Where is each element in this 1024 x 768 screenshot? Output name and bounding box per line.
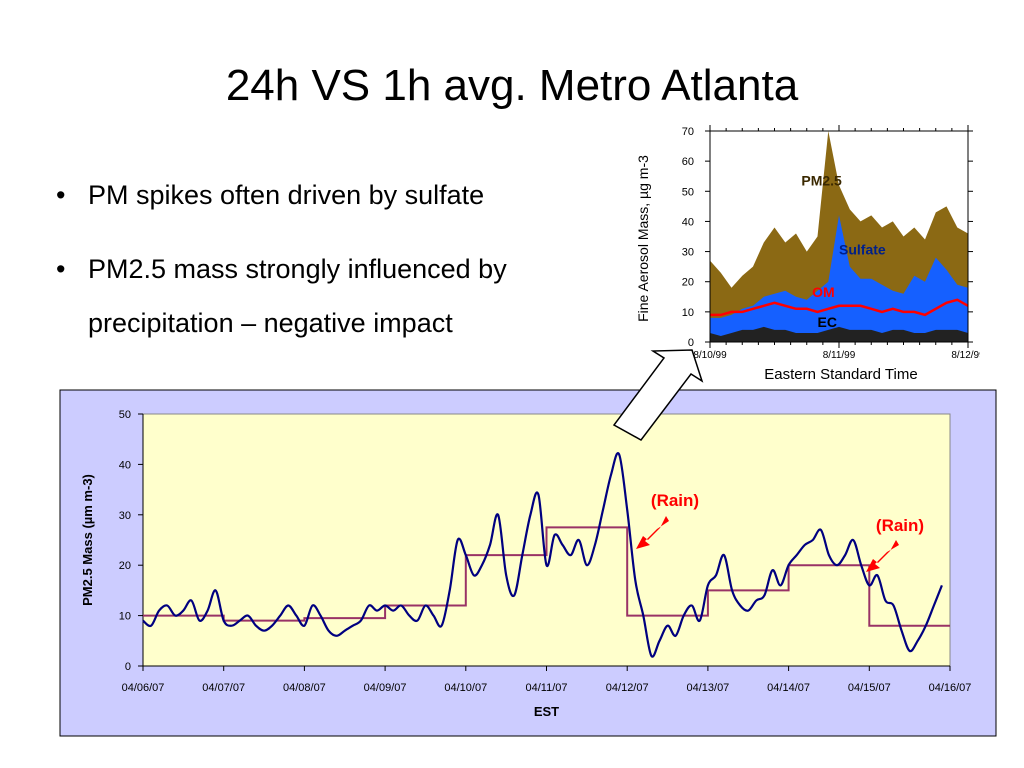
bullet-list: • PM spikes often driven by sulfate • PM…: [56, 168, 636, 370]
x-axis-title: EST: [534, 704, 559, 719]
rain-arrow-icon: [866, 540, 899, 572]
series-line-24h-avg: [143, 526, 950, 627]
y-tick-label: 0: [688, 337, 694, 349]
bullet-text: PM spikes often driven by sulfate: [88, 180, 485, 210]
y-tick-label: 70: [682, 126, 694, 138]
x-tick-label: 8/11/99: [823, 350, 856, 361]
y-tick-label: 50: [682, 186, 694, 198]
y-tick-label: 30: [682, 247, 694, 259]
series-line-1h-avg: [142, 451, 943, 658]
x-tick-label: 04/13/07: [686, 682, 729, 694]
y-tick-label: 60: [682, 156, 694, 168]
x-tick-label: 04/08/07: [283, 682, 326, 694]
x-tick-label: 8/10/99: [693, 350, 727, 361]
bullet-item: • PM2.5 mass strongly influenced by prec…: [56, 242, 636, 350]
x-tick-label: 04/16/07: [929, 682, 972, 694]
bullet-dot: •: [56, 180, 66, 210]
x-tick-label: 04/14/07: [767, 682, 810, 694]
x-tick-label: 04/09/07: [364, 682, 407, 694]
series-area-sulfate: [710, 215, 968, 342]
series-label-pm25: PM2.5: [801, 172, 842, 188]
annotation-rain: (Rain): [651, 491, 699, 510]
y-axis-title: Fine Aerosol Mass, µg m-3: [635, 155, 651, 322]
series-line-om: [710, 298, 969, 317]
y-tick-label: 0: [125, 661, 131, 673]
bullet-text: PM2.5 mass strongly influenced by precip…: [88, 254, 507, 338]
y-tick-label: 30: [119, 510, 131, 522]
x-tick-label: 04/10/07: [444, 682, 487, 694]
y-tick-label: 10: [682, 307, 694, 319]
x-axis-title: Eastern Standard Time: [764, 366, 917, 383]
x-tick-label: 04/11/07: [525, 682, 567, 694]
composition-area-chart: 0 10 20 30 40 50 60 70 8/10/99 8/11/99 8/12/99 East…: [635, 125, 980, 383]
x-tick-label: 04/07/07: [202, 682, 245, 694]
x-tick-label: 04/15/07: [848, 682, 891, 694]
series-label-ec: EC: [818, 314, 837, 330]
x-tick-label: 8/12/99: [951, 350, 980, 361]
slide-title: 24h VS 1h avg. Metro Atlanta: [225, 61, 799, 110]
bullet-item: • PM spikes often driven by sulfate: [56, 168, 636, 222]
x-tick-label: 04/06/07: [122, 682, 165, 694]
y-tick-label: 50: [119, 409, 131, 421]
y-tick-label: 40: [682, 216, 694, 228]
series-area-ec: [710, 326, 968, 342]
bullet-dot: •: [56, 254, 66, 284]
x-tick-label: 04/12/07: [606, 682, 649, 694]
y-tick-label: 20: [119, 560, 131, 572]
series-label-sulfate: Sulfate: [839, 242, 886, 258]
rain-arrow-icon: [636, 516, 669, 549]
y-axis-title: PM2.5 Mass (µm m-3): [80, 474, 95, 606]
y-tick-label: 40: [119, 459, 131, 471]
y-tick-label: 20: [682, 277, 694, 289]
annotation-rain: (Rain): [876, 516, 924, 535]
y-tick-label: 10: [119, 611, 131, 623]
series-label-om: OM: [812, 284, 835, 300]
